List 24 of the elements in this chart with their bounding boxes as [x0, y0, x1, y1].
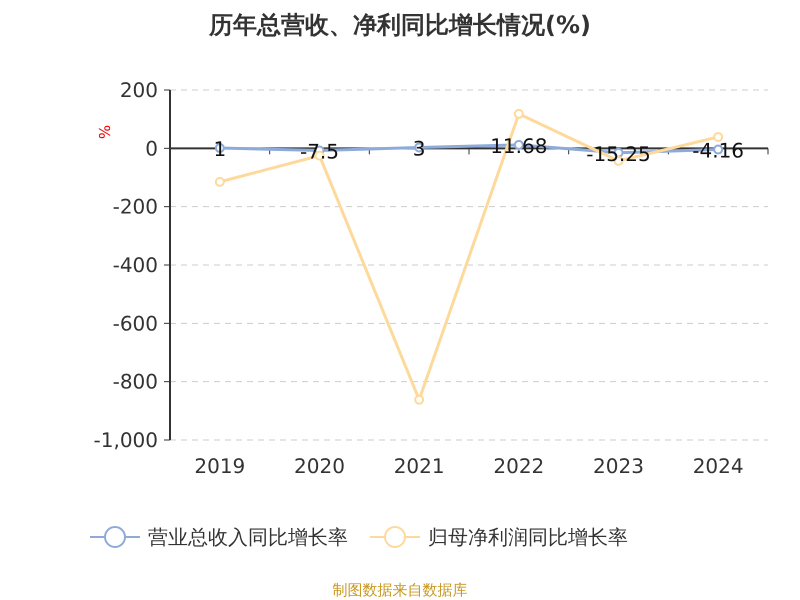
- y-tick-label: -400: [112, 253, 158, 277]
- point: [414, 394, 424, 405]
- text: 制图数据来自数据库: [332, 581, 468, 599]
- x-tick-label: 2021: [394, 454, 445, 478]
- data-label: 1: [213, 137, 226, 162]
- y-tick-label: -800: [112, 370, 158, 394]
- point: [214, 176, 225, 187]
- y-axis-title: %: [96, 124, 114, 140]
- y-tick-label: -1,000: [94, 428, 158, 452]
- x-tick-label: 2022: [493, 454, 544, 478]
- y-tick-label: 200: [120, 78, 158, 102]
- x-tick-label: 2023: [593, 454, 644, 478]
- point: [514, 108, 524, 119]
- x-tick-label: 2019: [194, 454, 246, 478]
- x-tick-label: 2020: [294, 454, 345, 478]
- data-label: 3: [412, 136, 426, 160]
- x-tick-label: 2024: [692, 454, 744, 478]
- legend-label: 归母净利润同比增长率: [428, 525, 628, 549]
- y-tick-label: 0: [145, 136, 158, 160]
- chart-title: 历年总营收、净利同比增长情况(%): [208, 11, 591, 39]
- y-tick-label: -600: [112, 311, 158, 336]
- y-tick-label: -200: [112, 194, 158, 219]
- legend-label: 营业总收入同比增长率: [148, 525, 348, 549]
- data-label: -15.25: [586, 142, 651, 166]
